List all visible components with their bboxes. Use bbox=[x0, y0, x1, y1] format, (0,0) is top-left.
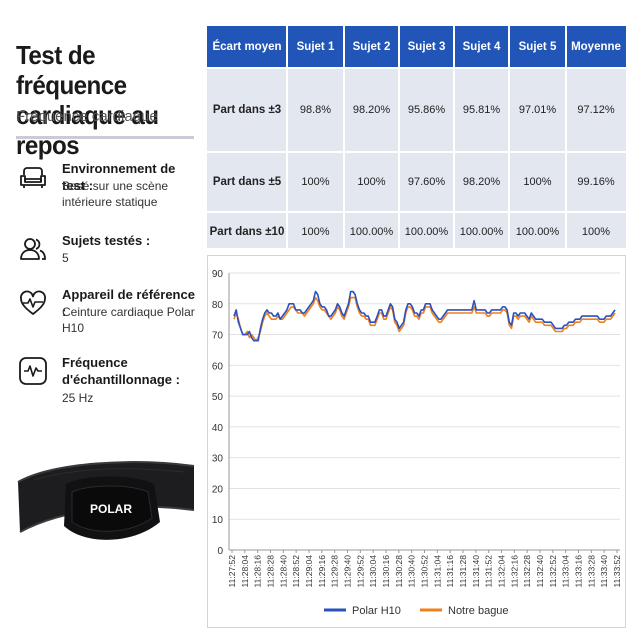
y-tick-label: 70 bbox=[212, 331, 224, 342]
table-cell: 95.86% bbox=[407, 104, 446, 116]
page-subtitle: Fréquence cardiaque bbox=[16, 108, 158, 125]
y-tick-label: 40 bbox=[212, 423, 224, 434]
x-tick-label: 11:29:52 bbox=[355, 555, 365, 588]
legend-label: Notre bague bbox=[448, 605, 509, 617]
x-tick-label: 11:31:40 bbox=[471, 555, 481, 588]
x-tick-label: 11:28:28 bbox=[266, 555, 276, 588]
table-cell: 100% bbox=[581, 225, 611, 238]
heart-rate-chart: 0 10 20 30 40 50 60 70 80 90 11:27:52 11:28:04 11:28… bbox=[207, 255, 626, 628]
table-row-label: Part dans ±3 bbox=[212, 104, 282, 116]
series-line-notre-bague bbox=[233, 296, 616, 342]
table-cell: 95.81% bbox=[462, 104, 501, 116]
waveform-icon bbox=[19, 357, 47, 385]
users-icon bbox=[20, 238, 46, 260]
table-row-label: Part dans ±5 bbox=[212, 176, 282, 188]
info-value: 25 Hz bbox=[62, 391, 94, 405]
x-tick-label: 11:32:16 bbox=[509, 555, 519, 588]
info-label: Fréquence d'échantillonnage : bbox=[62, 355, 180, 387]
x-tick-label: 11:30:52 bbox=[420, 555, 430, 588]
table-cell: 98.20% bbox=[462, 176, 501, 188]
y-tick-label: 30 bbox=[212, 454, 224, 465]
y-tick-label: 60 bbox=[212, 361, 224, 372]
table-header-cell: Moyenne bbox=[571, 40, 621, 53]
y-tick-label: 50 bbox=[212, 392, 224, 403]
x-tick-label: 11:30:04 bbox=[368, 555, 378, 588]
info-value: Basé sur une scène intérieure statique bbox=[62, 179, 169, 209]
x-tick-label: 11:33:04 bbox=[561, 555, 571, 588]
y-tick-label: 0 bbox=[217, 546, 223, 557]
table-header: Écart moyen Sujet 1 Sujet 2 Sujet 3 Sujet 4 S… bbox=[207, 26, 626, 67]
chest-strap-image: POLAR bbox=[17, 461, 195, 540]
info-reference-device: Appareil de référence : Ceinture cardiaq… bbox=[18, 286, 198, 342]
table-cell: 100% bbox=[301, 225, 330, 238]
y-tick-label: 90 bbox=[212, 269, 224, 280]
series-line-polar-h10 bbox=[233, 290, 616, 342]
table-header-cell: Sujet 4 bbox=[462, 40, 501, 53]
x-tick-label: 11:30:16 bbox=[381, 555, 391, 588]
page-title: Test de fréquence cardiaque au repos bbox=[16, 40, 159, 160]
info-sampling-rate: Fréquence d'échantillonnage : 25 Hz bbox=[18, 354, 198, 410]
x-tick-label: 11:33:52 bbox=[612, 555, 622, 588]
table-cell: 100.00% bbox=[515, 225, 560, 238]
x-tick-label: 11:27:52 bbox=[227, 555, 237, 588]
info-label: Sujets testés : bbox=[62, 233, 151, 248]
table-header-cell: Sujet 3 bbox=[407, 40, 446, 53]
table-cell: 97.60% bbox=[407, 176, 446, 188]
x-tick-label: 11:28:52 bbox=[291, 555, 301, 588]
heart-pulse-icon bbox=[20, 290, 46, 315]
strap-brand-logo: POLAR bbox=[90, 502, 132, 516]
x-tick-label: 11:33:16 bbox=[574, 555, 584, 588]
table-cell: 100.00% bbox=[404, 225, 449, 238]
info-value: Ceinture cardiaque Polar H10 bbox=[62, 305, 195, 335]
table-cell: 100.00% bbox=[459, 225, 504, 238]
table-row-label: Part dans ±10 bbox=[209, 225, 285, 238]
x-tick-label: 11:30:40 bbox=[407, 555, 417, 588]
x-tick-label: 11:32:04 bbox=[497, 555, 507, 588]
x-tick-label: 11:31:16 bbox=[445, 555, 455, 588]
table-header-cell: Sujet 1 bbox=[296, 40, 335, 53]
table-header-cell: Sujet 5 bbox=[518, 40, 557, 53]
table-cell: 100.00% bbox=[349, 225, 394, 238]
table-cell: 100% bbox=[301, 176, 330, 188]
x-tick-label: 11:29:28 bbox=[330, 555, 340, 588]
x-tick-label: 11:28:16 bbox=[253, 555, 263, 588]
table-cell: 97.12% bbox=[577, 104, 615, 116]
x-tick-label: 11:32:52 bbox=[548, 555, 558, 588]
table-cell: 100% bbox=[357, 176, 386, 188]
x-tick-label: 11:31:52 bbox=[484, 555, 494, 588]
info-test-environment: Environnement de test : Basé sur une scè… bbox=[18, 160, 198, 214]
info-label: Environnement de test : bbox=[62, 161, 176, 193]
accuracy-table: Écart moyen Sujet 1 Sujet 2 Sujet 3 Sujet 4 S… bbox=[207, 26, 626, 248]
table-cell: 99.16% bbox=[577, 176, 615, 188]
title-divider bbox=[16, 136, 194, 139]
x-tick-label: 11:29:04 bbox=[304, 555, 314, 588]
x-tick-label: 11:31:28 bbox=[458, 555, 468, 588]
x-tick-label: 11:31:04 bbox=[432, 555, 442, 588]
table-cell: 100% bbox=[523, 176, 552, 188]
table-cell: 98.8% bbox=[299, 104, 332, 116]
table-cell: 97.01% bbox=[518, 104, 557, 116]
x-tick-label: 11:32:40 bbox=[535, 555, 545, 588]
x-tick-label: 11:28:40 bbox=[278, 555, 288, 588]
y-tick-label: 10 bbox=[212, 515, 224, 526]
x-tick-label: 11:33:28 bbox=[586, 555, 596, 588]
y-tick-label: 20 bbox=[212, 484, 224, 495]
x-tick-label: 11:29:16 bbox=[317, 555, 327, 588]
y-tick-label: 80 bbox=[212, 300, 224, 311]
legend-label: Polar H10 bbox=[352, 605, 401, 617]
table-header-metric: Écart moyen bbox=[212, 40, 282, 53]
x-tick-label: 11:29:40 bbox=[343, 555, 353, 588]
x-tick-label: 11:28:04 bbox=[240, 555, 250, 588]
x-tick-label: 11:32:28 bbox=[522, 555, 532, 588]
table-header-cell: Sujet 2 bbox=[352, 40, 391, 53]
x-tick-label: 11:30:28 bbox=[394, 555, 404, 588]
info-value: 5 bbox=[62, 251, 69, 265]
x-tick-label: 11:33:40 bbox=[599, 555, 609, 588]
table-cell: 98.20% bbox=[352, 104, 391, 116]
info-subjects: Sujets testés : 5 bbox=[18, 232, 198, 272]
armchair-icon bbox=[20, 167, 46, 188]
info-label: Appareil de référence : bbox=[62, 287, 195, 319]
